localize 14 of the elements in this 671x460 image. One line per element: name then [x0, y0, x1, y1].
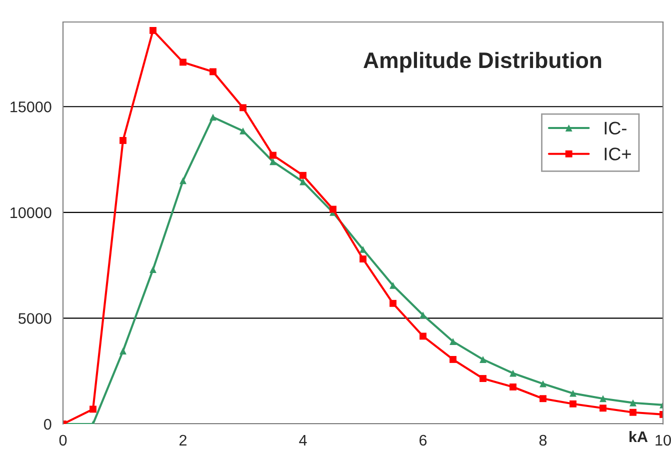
y-tick-label: 15000	[10, 102, 52, 112]
y-tick-label: 10000	[10, 207, 52, 218]
x-tick-label: 8	[539, 434, 547, 446]
x-axis-title: kA	[630, 430, 648, 442]
y-tick-label: 5000	[18, 313, 52, 324]
x-tick-label: 2	[180, 434, 186, 446]
legend-label: IC+	[604, 148, 631, 160]
x-tick-label: 6	[420, 434, 427, 446]
x-tick-label: 0	[59, 434, 67, 446]
x-tick-label: 4	[299, 434, 307, 446]
legend-label: IC-	[604, 122, 626, 135]
x-tick-label: 10	[656, 434, 671, 446]
y-tick-label: 0	[44, 418, 52, 430]
text: Amplitude Distribution	[364, 52, 602, 73]
